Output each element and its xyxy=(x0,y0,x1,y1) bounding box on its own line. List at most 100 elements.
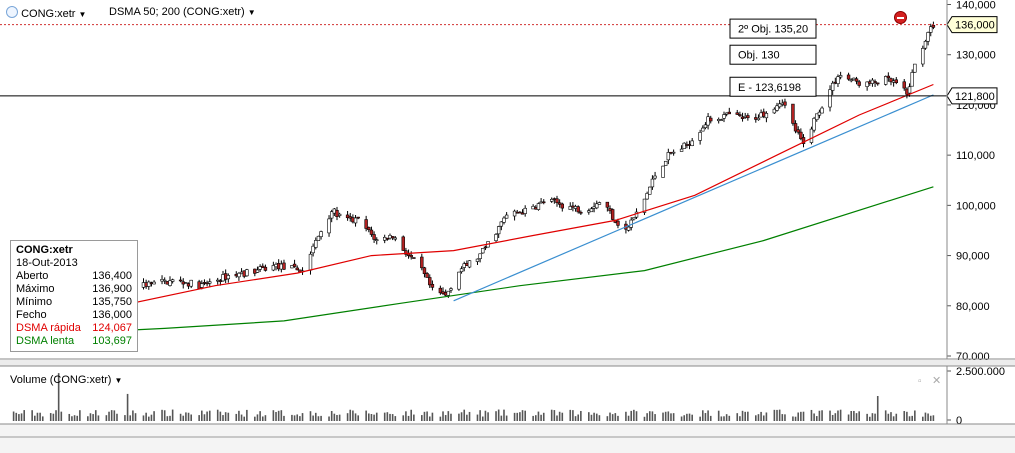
y-tick-label: 130,000 xyxy=(956,50,996,62)
candle-body xyxy=(459,268,464,273)
candle-body xyxy=(775,105,779,111)
candle-body xyxy=(420,256,424,269)
legend-key: DSMA lenta xyxy=(16,335,75,347)
candle-body xyxy=(356,216,360,219)
candle-body xyxy=(597,202,602,205)
candle-body xyxy=(327,218,331,234)
candle-body xyxy=(555,198,559,204)
candle-body xyxy=(311,245,315,254)
chevron-down-icon[interactable]: ▼ xyxy=(247,8,256,17)
candle-body xyxy=(375,239,379,242)
candle-body xyxy=(645,193,649,200)
candle-body xyxy=(518,211,522,214)
candle-body xyxy=(709,117,713,122)
legend-value: 135,750 xyxy=(92,296,132,308)
indicator-selector[interactable]: DSMA 50; 200 (CONG:xetr) ▼ xyxy=(109,6,256,18)
candle-body xyxy=(921,48,925,65)
candle-body xyxy=(178,279,183,282)
candle-body xyxy=(457,271,461,290)
volume-selector[interactable]: Volume (CONG:xetr) ▼ xyxy=(10,374,122,386)
candle-body xyxy=(793,123,798,132)
volume-tick-label: 0 xyxy=(956,415,962,427)
candle-body xyxy=(701,127,705,132)
symbol-icon xyxy=(6,6,18,18)
candle-body xyxy=(722,114,726,119)
candle-body xyxy=(926,32,930,42)
restore-pane-icon[interactable]: ▫ xyxy=(918,376,922,387)
candle-body xyxy=(679,148,684,152)
candle-body xyxy=(504,214,509,219)
price-tag-text: 136,000 xyxy=(955,20,995,32)
candle-body xyxy=(886,75,891,79)
candle-body xyxy=(809,128,814,143)
candle-body xyxy=(642,198,647,213)
legend-value: 136,900 xyxy=(92,283,132,295)
legend-date: 18-Out-2013 xyxy=(16,257,78,269)
remove-indicator-icon[interactable] xyxy=(894,11,907,24)
candle-body xyxy=(147,281,151,287)
candle-body xyxy=(337,213,342,216)
candle-body xyxy=(820,107,824,114)
candle-body xyxy=(735,112,739,115)
candle-body xyxy=(666,152,671,161)
volume-bars xyxy=(12,373,935,421)
candle-body xyxy=(329,211,334,219)
candle-body xyxy=(314,240,318,248)
candle-body xyxy=(369,229,374,235)
candle-body xyxy=(430,283,435,288)
legend-row: Aberto 136,400 xyxy=(16,270,132,283)
candle-body xyxy=(836,76,840,84)
annotation-text: Obj. 130 xyxy=(738,50,780,62)
candle-body xyxy=(189,279,193,287)
candle-body xyxy=(671,151,676,154)
candle-body xyxy=(923,40,928,49)
legend-row: Fecho 136,000 xyxy=(16,309,132,322)
chevron-down-icon[interactable]: ▼ xyxy=(78,10,87,19)
legend-key: Mínimo xyxy=(16,296,53,308)
y-tick-label: 140,000 xyxy=(956,0,996,12)
candle-body xyxy=(536,203,541,210)
candle-body xyxy=(589,208,594,213)
candle-body xyxy=(255,269,260,273)
candle-body xyxy=(263,266,268,271)
candle-body xyxy=(438,287,443,294)
price-tag-box xyxy=(946,16,998,34)
trendline[interactable] xyxy=(0,24,947,302)
candle-body xyxy=(483,246,488,249)
close-pane-icon[interactable]: ✕ xyxy=(932,375,942,387)
candle-body xyxy=(245,269,249,277)
candle-body xyxy=(560,203,564,209)
candle-body xyxy=(799,131,803,140)
legend-value: 103,697 xyxy=(92,335,132,347)
candle-body xyxy=(772,108,777,114)
y-tick-label: 80,000 xyxy=(956,301,990,313)
candle-body xyxy=(319,231,323,237)
candle-body xyxy=(258,266,262,270)
candle-body xyxy=(703,124,708,128)
annotation-boxes[interactable]: 2º Obj. 135,20 Obj. 130 E - 123,6198 xyxy=(729,18,817,97)
candle-body xyxy=(913,63,917,73)
candle-body xyxy=(690,140,694,146)
support-trendline xyxy=(453,94,934,302)
legend-value: 124,067 xyxy=(92,322,132,334)
candle-body xyxy=(523,207,527,214)
chevron-down-icon[interactable]: ▼ xyxy=(114,376,123,385)
symbol-selector[interactable]: CONG:xetr ▼ xyxy=(6,6,86,20)
candle-body xyxy=(902,81,906,89)
candle-body xyxy=(746,115,750,119)
candle-body xyxy=(883,76,888,85)
y-tick-label: 110,000 xyxy=(956,150,995,162)
symbol-label: CONG:xetr xyxy=(21,8,76,20)
candle-body xyxy=(740,116,745,119)
candle-body xyxy=(815,113,819,121)
candle-body xyxy=(791,103,795,124)
candle-body xyxy=(494,234,498,242)
candle-body xyxy=(738,114,742,117)
candle-body xyxy=(292,263,297,267)
candle-body xyxy=(719,119,724,121)
data-legend: CONG:xetr 18-Out-2013 Aberto 136,400 Máxim… xyxy=(10,240,138,352)
candle-body xyxy=(446,290,451,296)
candle-body xyxy=(282,262,286,270)
candle-body xyxy=(828,89,832,108)
